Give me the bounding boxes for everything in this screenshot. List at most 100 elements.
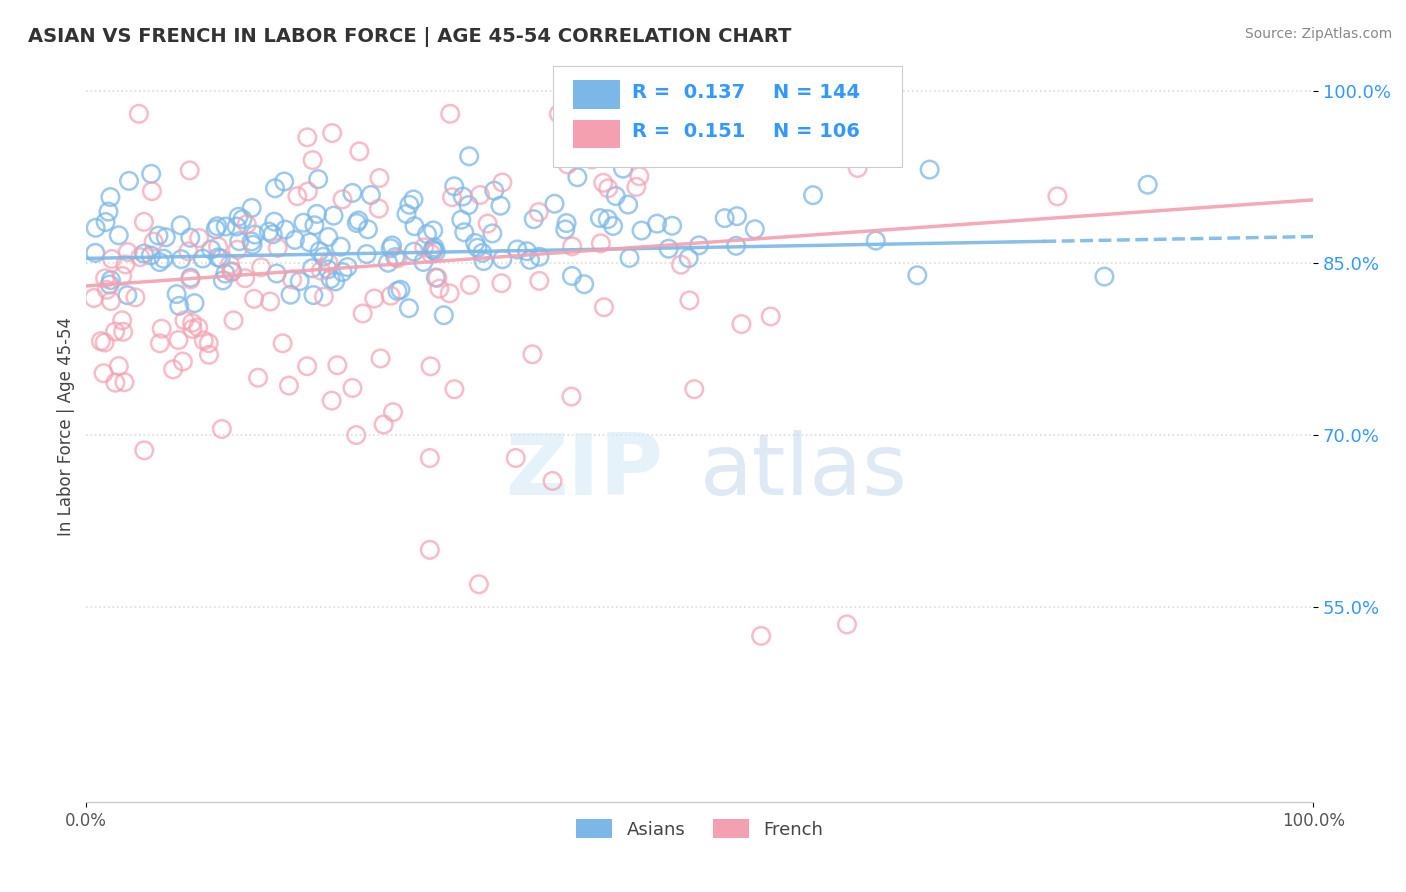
Point [416, 227, 439, 241]
Point [779, 107, 801, 121]
Point [422, 243, 444, 257]
Point [557, 157, 579, 171]
Point [468, 188, 491, 202]
Point [179, 163, 201, 178]
Point [759, 310, 782, 324]
Point [730, 317, 752, 331]
Point [250, 260, 273, 275]
Point [377, 256, 399, 270]
Point [107, 228, 129, 243]
Point [846, 161, 869, 175]
Point [187, 320, 209, 334]
Point [181, 322, 204, 336]
Point [387, 284, 409, 298]
Point [132, 215, 155, 229]
Point [97, 204, 120, 219]
Point [307, 172, 329, 186]
Point [367, 202, 389, 216]
Point [678, 251, 700, 265]
Point [567, 170, 589, 185]
Point [93, 366, 115, 380]
Point [329, 240, 352, 254]
Point [100, 294, 122, 309]
Point [865, 234, 887, 248]
Point [90, 334, 112, 348]
Point [725, 209, 748, 223]
Point [104, 376, 127, 390]
Point [259, 294, 281, 309]
Point [262, 227, 284, 242]
Point [419, 450, 441, 465]
Point [423, 240, 446, 254]
Point [240, 201, 263, 215]
Point [162, 362, 184, 376]
Point [402, 193, 425, 207]
Point [464, 235, 486, 250]
Point [389, 283, 412, 297]
Point [319, 272, 342, 286]
Point [678, 293, 700, 308]
Point [380, 289, 402, 303]
Point [305, 207, 328, 221]
Text: R =  0.151: R = 0.151 [633, 122, 745, 141]
Point [516, 244, 538, 259]
Point [167, 299, 190, 313]
Point [84, 246, 107, 260]
Point [561, 268, 583, 283]
Point [427, 282, 450, 296]
Point [382, 405, 405, 419]
Point [98, 277, 121, 292]
Point [263, 214, 285, 228]
Point [398, 198, 420, 212]
Point [274, 222, 297, 236]
Point [468, 577, 491, 591]
Point [166, 287, 188, 301]
Point [683, 382, 706, 396]
Point [387, 252, 409, 266]
Point [247, 370, 270, 384]
Point [370, 351, 392, 366]
Point [342, 186, 364, 200]
Point [398, 301, 420, 315]
Point [368, 171, 391, 186]
Point [228, 210, 250, 224]
Point [593, 300, 616, 314]
Point [321, 126, 343, 140]
Point [180, 270, 202, 285]
Legend: Asians, French: Asians, French [569, 812, 831, 846]
Point [273, 174, 295, 188]
Point [572, 277, 595, 292]
Point [440, 190, 463, 204]
Point [212, 273, 235, 287]
Point [669, 258, 692, 272]
Point [292, 216, 315, 230]
Point [94, 215, 117, 229]
Point [236, 217, 259, 231]
Point [481, 227, 503, 241]
Point [108, 359, 131, 373]
Point [221, 265, 243, 279]
Point [191, 252, 214, 266]
Point [612, 161, 634, 176]
FancyBboxPatch shape [553, 66, 903, 167]
Point [112, 325, 135, 339]
Point [1136, 178, 1159, 192]
Point [356, 247, 378, 261]
Point [491, 176, 513, 190]
Point [422, 223, 444, 237]
Point [458, 277, 481, 292]
Point [149, 255, 172, 269]
Point [141, 167, 163, 181]
Point [297, 130, 319, 145]
Text: atlas: atlas [700, 430, 908, 513]
Point [835, 617, 858, 632]
Point [458, 149, 481, 163]
Point [240, 235, 263, 249]
Point [596, 212, 619, 227]
Point [688, 114, 710, 128]
Point [381, 238, 404, 252]
Point [193, 334, 215, 348]
Bar [574, 80, 620, 109]
Point [266, 267, 288, 281]
Point [425, 270, 447, 285]
